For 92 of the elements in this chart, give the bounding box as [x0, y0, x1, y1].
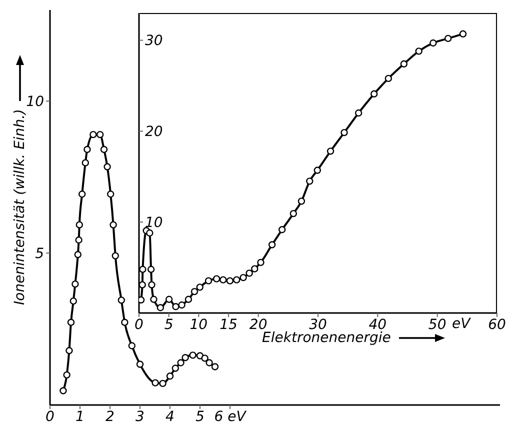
point [206, 359, 213, 366]
x-tick-label: 0 [134, 316, 144, 333]
x-tick-label: 1 [76, 408, 84, 424]
point [220, 276, 227, 284]
point [96, 130, 104, 138]
point [139, 266, 146, 273]
point [184, 296, 192, 303]
y-tick-label: 30 [145, 33, 163, 50]
x-tick-label: 60 [488, 316, 506, 333]
x-tick-label: 6 eV [214, 408, 248, 424]
x-axis-title: Elektronenenergie [262, 330, 391, 346]
point [128, 342, 136, 350]
point [112, 252, 119, 260]
point [201, 354, 208, 362]
point [152, 379, 159, 386]
point [257, 258, 264, 266]
point [107, 190, 114, 198]
point [384, 74, 392, 82]
point [75, 236, 82, 244]
point [70, 297, 77, 305]
point [159, 380, 166, 388]
point [326, 148, 334, 155]
point [76, 221, 83, 228]
x-tick-label: 5 [196, 408, 205, 424]
point [268, 241, 276, 248]
point [314, 166, 322, 174]
point [84, 146, 91, 154]
point [240, 274, 247, 282]
x-tick-label: 2 [106, 408, 115, 424]
point [306, 178, 314, 185]
point [400, 60, 408, 68]
point [430, 39, 437, 47]
point [139, 281, 146, 288]
point [82, 159, 89, 166]
point [121, 318, 128, 326]
point [148, 281, 156, 288]
x-axis-title: eV [452, 316, 470, 332]
point [354, 109, 362, 117]
point [278, 226, 286, 234]
point [165, 296, 173, 303]
x-tick-label: 10 [190, 316, 208, 333]
point [74, 250, 82, 258]
point [182, 354, 189, 362]
point [233, 276, 240, 284]
point [190, 288, 198, 296]
y-axis-title: Ionenintensität (willk. Einh.) [12, 109, 28, 305]
point [63, 371, 70, 379]
point [246, 270, 253, 277]
point [211, 363, 219, 370]
point [156, 304, 164, 312]
point [370, 90, 378, 98]
point [78, 190, 86, 198]
y-tick-label: 10 [145, 215, 163, 232]
point [212, 275, 220, 282]
point [66, 347, 73, 354]
point [118, 296, 125, 304]
point [166, 372, 174, 380]
point [60, 387, 67, 394]
point [67, 318, 75, 326]
x-tick-label: 20 [249, 316, 268, 333]
point [204, 277, 212, 284]
x-tick-label: 30 [309, 316, 327, 333]
point [340, 128, 348, 136]
point [136, 360, 144, 368]
point [150, 296, 158, 303]
x-tick-label: 50 [428, 316, 446, 333]
point [177, 359, 184, 366]
point [147, 266, 155, 273]
x-tick-label: 4 [166, 408, 174, 424]
point [172, 303, 180, 310]
point [226, 277, 234, 284]
point [110, 221, 117, 228]
x-tick-label: 15 [220, 316, 238, 333]
point [90, 130, 97, 138]
point [415, 48, 422, 55]
point [459, 30, 467, 38]
point [444, 34, 452, 42]
point [290, 210, 298, 218]
x-tick-label: 3 [136, 408, 144, 424]
point [178, 301, 186, 309]
point [298, 198, 306, 205]
y-tick-label: 20 [145, 124, 163, 140]
point [72, 280, 79, 288]
point [100, 146, 108, 154]
point [251, 265, 258, 272]
point [104, 163, 111, 170]
point [196, 284, 204, 291]
x-tick-label: 5 [164, 316, 174, 333]
point [172, 364, 179, 372]
x-tick-label: 0 [46, 408, 55, 424]
point [189, 352, 196, 359]
point [146, 229, 154, 237]
